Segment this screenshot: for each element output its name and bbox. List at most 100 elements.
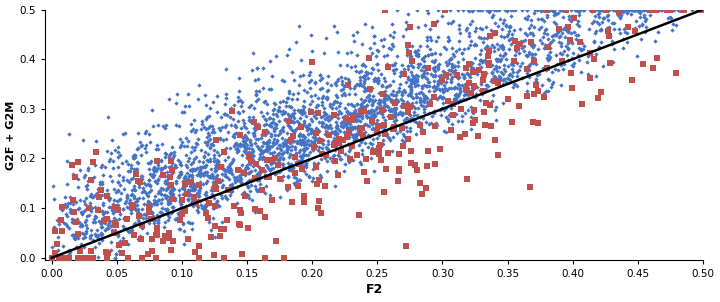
Point bbox=[588, 18, 600, 23]
Point bbox=[349, 64, 361, 69]
Point bbox=[588, 39, 600, 44]
Point bbox=[337, 123, 348, 128]
Point bbox=[155, 186, 166, 191]
Point bbox=[521, 80, 533, 85]
Point bbox=[467, 121, 479, 126]
Point bbox=[256, 144, 267, 149]
Point bbox=[276, 126, 288, 131]
Point bbox=[182, 188, 194, 193]
Point bbox=[152, 176, 163, 181]
Point bbox=[234, 141, 246, 146]
Point bbox=[315, 78, 326, 82]
Point bbox=[272, 133, 284, 137]
Point bbox=[258, 155, 269, 159]
Point bbox=[215, 135, 226, 140]
Point bbox=[332, 76, 343, 81]
Point bbox=[274, 108, 286, 113]
Point bbox=[587, 7, 598, 12]
Point bbox=[189, 182, 200, 187]
Point bbox=[463, 108, 474, 113]
Point bbox=[198, 154, 210, 159]
Point bbox=[339, 76, 351, 80]
Point bbox=[189, 195, 200, 200]
Point bbox=[294, 137, 306, 142]
Point bbox=[387, 35, 398, 40]
Point bbox=[315, 73, 326, 78]
Point bbox=[240, 145, 252, 150]
Point bbox=[626, 78, 638, 82]
Point bbox=[523, 63, 535, 68]
Point bbox=[222, 130, 233, 135]
Point bbox=[297, 154, 308, 159]
Point bbox=[474, 25, 486, 30]
Point bbox=[478, 36, 490, 40]
Point bbox=[217, 196, 228, 201]
Point bbox=[420, 53, 431, 58]
Point bbox=[319, 131, 330, 136]
Point bbox=[617, 7, 629, 12]
Point bbox=[343, 119, 355, 124]
Point bbox=[476, 65, 487, 70]
Point bbox=[138, 202, 150, 207]
Point bbox=[281, 96, 292, 101]
Point bbox=[458, 7, 469, 12]
Point bbox=[173, 124, 184, 129]
Point bbox=[200, 210, 212, 215]
Point bbox=[268, 128, 279, 133]
Point bbox=[589, 14, 600, 19]
Point bbox=[112, 199, 123, 204]
Point bbox=[278, 255, 289, 260]
Point bbox=[486, 14, 498, 19]
Point bbox=[461, 26, 472, 31]
Point bbox=[190, 127, 202, 132]
Point bbox=[92, 236, 104, 241]
Point bbox=[300, 146, 312, 151]
Point bbox=[652, 29, 664, 34]
Point bbox=[189, 197, 201, 202]
Point bbox=[282, 112, 293, 117]
Point bbox=[330, 124, 342, 129]
Point bbox=[305, 127, 316, 132]
Point bbox=[484, 34, 495, 39]
Point bbox=[187, 185, 199, 190]
Point bbox=[351, 29, 363, 34]
Point bbox=[174, 198, 186, 203]
Point bbox=[487, 13, 498, 18]
Point bbox=[234, 88, 246, 93]
Point bbox=[619, 29, 631, 34]
Point bbox=[460, 96, 472, 101]
Point bbox=[93, 240, 104, 245]
Point bbox=[132, 130, 144, 135]
Point bbox=[227, 133, 238, 138]
Point bbox=[578, 7, 590, 12]
Point bbox=[321, 168, 333, 173]
Point bbox=[558, 7, 570, 12]
Point bbox=[294, 83, 305, 88]
Point bbox=[163, 217, 174, 222]
Point bbox=[88, 255, 99, 260]
Point bbox=[461, 66, 472, 71]
Point bbox=[366, 119, 378, 124]
Point bbox=[386, 108, 397, 113]
Point bbox=[365, 110, 377, 114]
Point bbox=[350, 118, 361, 123]
Point bbox=[515, 63, 526, 68]
Point bbox=[225, 145, 236, 150]
Point bbox=[310, 79, 321, 84]
Point bbox=[621, 7, 632, 12]
Point bbox=[329, 142, 341, 146]
Point bbox=[56, 255, 68, 260]
Point bbox=[521, 53, 532, 58]
Point bbox=[84, 255, 95, 260]
Point bbox=[414, 43, 426, 48]
Point bbox=[323, 139, 334, 144]
Point bbox=[72, 236, 84, 241]
Point bbox=[386, 42, 397, 47]
Point bbox=[635, 36, 647, 41]
Point bbox=[450, 111, 462, 116]
Point bbox=[274, 129, 286, 133]
Point bbox=[603, 29, 614, 34]
Point bbox=[548, 19, 559, 24]
Point bbox=[338, 90, 350, 95]
Point bbox=[171, 101, 182, 105]
